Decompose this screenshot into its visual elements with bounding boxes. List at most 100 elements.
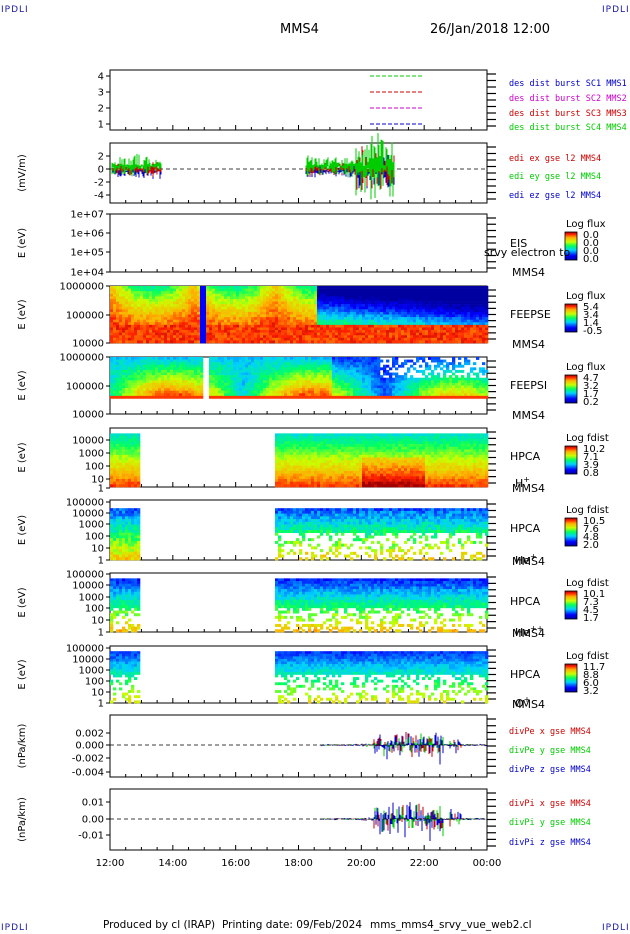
spec-cell xyxy=(194,291,198,295)
spec-cell xyxy=(413,335,417,339)
spec-cell xyxy=(293,395,297,399)
spec-cell xyxy=(149,309,153,313)
spec-cell xyxy=(143,311,147,315)
spec-cell xyxy=(389,319,393,323)
spec-cell xyxy=(188,375,192,379)
spec-cell xyxy=(389,327,393,331)
spec-cell xyxy=(317,311,321,315)
spec-cell xyxy=(434,340,438,344)
spec-cell xyxy=(161,375,165,379)
spec-cell xyxy=(401,332,405,336)
spec-cell xyxy=(302,324,306,328)
spec-cell xyxy=(386,314,390,318)
spec-cell xyxy=(419,301,423,305)
spec-cell xyxy=(161,309,165,313)
ytick-label-divpe: -0.002 xyxy=(72,754,104,765)
spec-cell xyxy=(296,369,300,373)
spec-cell xyxy=(248,369,252,373)
spec-cell xyxy=(164,301,168,305)
spec-cell xyxy=(302,306,306,310)
spec-cell xyxy=(332,369,336,373)
spec-cell xyxy=(116,330,120,333)
spec-cell xyxy=(215,322,219,326)
spec-cell xyxy=(398,311,402,315)
spec-cell xyxy=(218,306,222,310)
spec-cell xyxy=(125,380,129,384)
spec-cell xyxy=(329,301,333,305)
spec-cell xyxy=(368,286,372,289)
spec-cell xyxy=(452,322,456,326)
spec-cell xyxy=(284,364,288,368)
spec-cell xyxy=(209,317,213,320)
spec-cell xyxy=(281,298,285,302)
spec-cell xyxy=(299,322,303,326)
spec-cell xyxy=(461,304,465,308)
spec-cell xyxy=(239,319,243,323)
spec-cell xyxy=(341,311,345,315)
spec-cell xyxy=(335,298,339,302)
spec-cell xyxy=(302,337,306,341)
spec-cell xyxy=(137,324,141,328)
spec-cell xyxy=(314,395,318,399)
spec-cell xyxy=(218,309,222,313)
spec-cell xyxy=(215,390,219,394)
spec-cell xyxy=(299,298,303,302)
spec-cell xyxy=(296,301,300,305)
spec-cell xyxy=(446,288,450,292)
spec-cell xyxy=(392,335,396,339)
spec-cell xyxy=(134,362,138,366)
spec-cell xyxy=(461,337,465,341)
spec-cell xyxy=(176,385,180,389)
colorbar-title-feepse: Log flux xyxy=(566,291,606,302)
spec-cell xyxy=(233,385,237,389)
spec-cell xyxy=(242,319,246,323)
spec-cell xyxy=(287,393,291,397)
spec-cell xyxy=(239,317,243,320)
ytick-label-efield: 2 xyxy=(98,152,104,163)
spec-cell xyxy=(143,327,147,331)
spec-cell xyxy=(284,375,288,379)
spec-cell xyxy=(470,324,474,328)
spec-cell xyxy=(257,385,261,389)
spec-cell xyxy=(332,372,336,376)
spec-cell xyxy=(383,314,387,318)
spec-cell xyxy=(137,359,141,363)
spec-cell xyxy=(146,296,150,300)
spec-cell xyxy=(326,332,330,336)
spec-cell xyxy=(179,319,183,323)
spec-cell xyxy=(164,332,168,336)
spec-cell xyxy=(134,395,138,399)
spec-cell xyxy=(179,388,183,391)
spec-cell xyxy=(128,286,132,289)
spec-cell xyxy=(260,357,264,360)
spec-cell xyxy=(341,309,345,313)
spec-cell xyxy=(263,296,267,300)
spec-cell xyxy=(476,286,480,289)
spacecraft-label-eis: MMS4 xyxy=(512,266,545,279)
spec-cell xyxy=(140,314,144,318)
spec-cell xyxy=(155,286,159,289)
spec-cell xyxy=(275,306,279,310)
spec-cell xyxy=(128,322,132,326)
spec-cell xyxy=(191,337,195,341)
spec-cell xyxy=(224,296,228,300)
spec-cell xyxy=(146,335,150,339)
spec-cell xyxy=(239,395,243,399)
spec-cell xyxy=(320,314,324,318)
spec-cell xyxy=(404,311,408,315)
spec-cell xyxy=(122,335,126,339)
spec-cell xyxy=(173,362,177,366)
spec-cell xyxy=(164,288,168,292)
spec-cell xyxy=(194,395,198,399)
spec-cell xyxy=(299,393,303,397)
spec-cell xyxy=(341,306,345,310)
spec-cell xyxy=(296,362,300,366)
spec-cell xyxy=(341,304,345,308)
spec-cell xyxy=(188,288,192,292)
spec-cell xyxy=(212,362,216,366)
spec-cell xyxy=(410,322,414,326)
spec-cell xyxy=(254,395,258,399)
spec-cell xyxy=(119,395,123,399)
spec-cell xyxy=(356,296,360,300)
spec-cell xyxy=(485,293,489,297)
